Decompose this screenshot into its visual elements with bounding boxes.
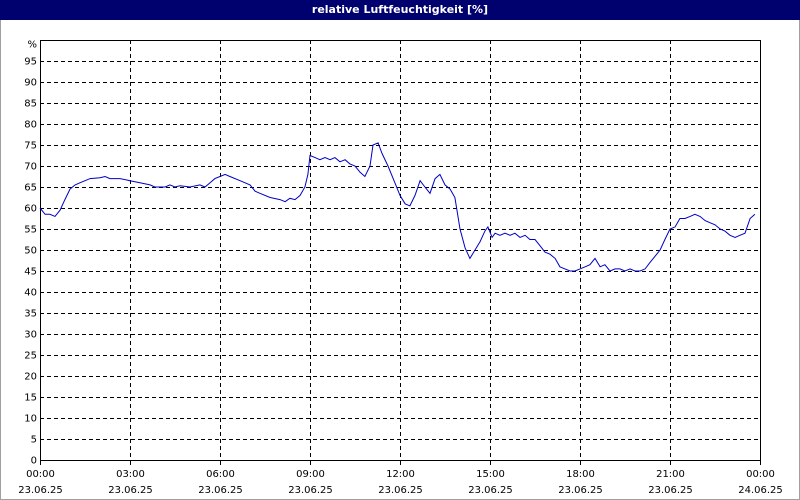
x-tick-date: 23.06.25 [18,485,63,496]
y-tick-label: 70 [24,162,37,173]
x-tick-date: 23.06.25 [198,485,243,496]
y-tick-label: 25 [24,351,37,362]
y-tick-label: 55 [24,225,37,236]
y-tick-label: 30 [24,330,37,341]
title-bar [0,0,800,20]
x-tick-date: 23.06.25 [378,485,423,496]
y-tick-label: 15 [24,393,37,404]
x-tick-date: 23.06.25 [468,485,513,496]
y-tick-label: 50 [24,246,37,257]
y-tick-label: 60 [24,204,37,215]
x-tick-label: 06:00 [206,469,235,480]
y-tick-label: 95 [24,57,37,68]
x-tick-label: 00:00 [26,469,55,480]
y-tick-label: % [27,40,37,51]
y-tick-label: 90 [24,78,37,89]
y-tick-label: 5 [31,435,37,446]
y-tick-label: 75 [24,141,37,152]
chart-title: relative Luftfeuchtigkeit [%] [312,3,488,16]
x-tick-label: 18:00 [566,469,595,480]
y-tick-label: 85 [24,99,37,110]
y-tick-label: 20 [24,372,37,383]
x-tick-label: 12:00 [386,469,415,480]
y-tick-label: 10 [24,414,37,425]
y-tick-label: 40 [24,288,37,299]
x-tick-date: 24.06.25 [738,485,783,496]
x-tick-label: 21:00 [656,469,685,480]
x-tick-label: 09:00 [296,469,325,480]
x-tick-label: 00:00 [746,469,775,480]
x-tick-date: 23.06.25 [288,485,333,496]
y-tick-label: 45 [24,267,37,278]
x-tick-date: 23.06.25 [108,485,153,496]
data-line [39,142,756,272]
x-tick-label: 15:00 [476,469,505,480]
y-tick-label: 0 [31,456,37,467]
y-tick-label: 35 [24,309,37,320]
x-tick-label: 03:00 [116,469,145,480]
x-tick-date: 23.06.25 [648,485,693,496]
x-tick-date: 23.06.25 [558,485,603,496]
y-tick-label: 80 [24,120,37,131]
y-tick-label: 65 [24,183,37,194]
